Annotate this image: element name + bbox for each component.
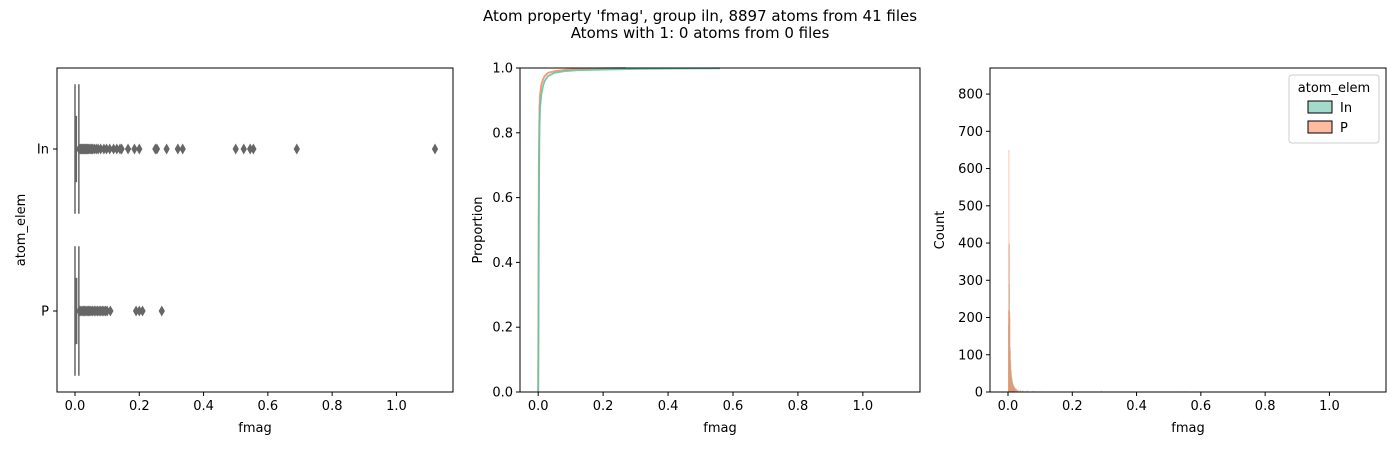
outlier-point [103,305,111,317]
x-tick-label: 0.4 [1126,399,1147,414]
x-tick-label: 1.0 [386,399,407,414]
x-tick-label: 0.0 [528,399,549,414]
x-tick-label: 0.0 [998,399,1019,414]
y-tick-label: 200 [958,311,983,326]
x-tick-label: 0.8 [788,399,809,414]
x-tick-label: 0.2 [129,399,150,414]
outlier-point [103,143,110,155]
y-tick-label: 0.4 [492,256,513,271]
outlier-point [97,143,104,155]
ecdf-line-P [537,67,626,393]
histogram-series-P [1008,149,1041,392]
histogram-bar [1016,388,1017,392]
y-tick-label: 600 [958,162,983,177]
figure-title: Atom property 'fmag', group iln, 8897 at… [483,7,917,25]
outlier-point [163,143,170,155]
y-tick-label: 1.0 [492,62,513,77]
histogram-bar [1015,388,1017,392]
ecdf-axes: 0.0 0.2 0.4 0.6 0.8 1.0 fmag 0.0 0.2 0.4 0.6 0.8 1.0… [471,62,921,436]
outlier-point [153,143,161,155]
outlier-point [136,305,143,317]
x-tick-label: 0.2 [1062,399,1083,414]
outlier-point [106,143,113,155]
y-tick-label: 0.8 [492,126,513,141]
outlier-point [247,143,254,155]
histogram-bar [1033,390,1035,392]
x-tick-label: 0.2 [593,399,614,414]
y-axis-label: atom_elem [14,194,29,266]
x-tick-label: 0.4 [193,399,214,414]
histogram-bar [1014,387,1016,392]
outlier-point [113,143,120,155]
axes-frame [56,67,454,393]
box-In [74,84,439,214]
ecdf-line-In [537,67,721,393]
legend-label-P: P [1340,121,1348,136]
y-tick-label: 800 [958,88,983,103]
outlier-point [136,143,143,155]
outlier-point [431,143,439,155]
histogram-bar [1017,389,1019,392]
histogram-bar [1019,389,1021,392]
y-category-label: In [37,143,49,158]
x-axis-label: fmag [703,421,736,436]
outlier-point [107,305,114,317]
outlier-point [250,143,257,155]
outlier-point [179,143,186,155]
figure-subtitle: Atoms with 1: 0 atoms from 0 files [571,24,830,42]
histogram-bar [1100,390,1102,392]
legend-swatch-P [1307,120,1333,134]
x-tick-label: 0.6 [258,399,279,414]
legend: atom_elem In P [1288,74,1380,144]
outlier-point [174,143,182,155]
y-axis-label: Count [933,211,948,250]
axes-frame [519,67,921,393]
outlier-point [139,305,146,317]
x-tick-label: 0.8 [322,399,343,414]
y-tick-label: 0 [975,386,983,401]
outlier-point [232,143,239,155]
x-axis-label: fmag [238,421,271,436]
histogram-axes: 0.0 0.2 0.4 0.6 0.8 1.0 fmag 0 100 200 300 400 500 60… [933,67,1387,436]
outlier-point [158,305,165,317]
x-tick-label: 1.0 [853,399,874,414]
outlier-point [132,305,140,317]
histogram-bar [1027,390,1028,392]
outlier-point [293,143,300,155]
y-category-label: P [41,305,49,320]
y-tick-label: 100 [958,348,983,363]
box-P [74,246,165,376]
legend-swatch-In [1307,100,1333,114]
x-tick-label: 0.0 [65,399,86,414]
y-tick-label: 0.0 [492,386,513,401]
y-tick-label: 500 [958,199,983,214]
legend-label-In: In [1340,101,1352,116]
y-axis-label: Proportion [471,196,486,263]
x-tick-label: 0.6 [723,399,744,414]
x-tick-label: 0.4 [658,399,679,414]
boxplot-axes: In P 0.0 0.2 0.4 0.6 0.8 1.0 fmag atom_elem [14,67,454,436]
outlier-point [131,143,138,155]
y-tick-label: 400 [958,237,983,252]
outlier-point [118,143,125,155]
x-axis-label: fmag [1171,421,1204,436]
x-tick-label: 0.6 [1191,399,1212,414]
x-tick-label: 0.8 [1255,399,1276,414]
y-tick-label: 700 [958,125,983,140]
outlier-point [240,143,247,155]
axes-frame [989,67,1387,393]
histogram-bar [1022,390,1024,392]
outlier-point [110,143,117,155]
legend-title: atom_elem [1298,81,1370,96]
x-tick-label: 1.0 [1319,399,1340,414]
histogram-series-In [1008,244,1186,392]
outlier-point [124,143,132,155]
y-tick-label: 0.2 [492,321,513,336]
y-tick-label: 300 [958,274,983,289]
y-tick-label: 0.6 [492,191,513,206]
